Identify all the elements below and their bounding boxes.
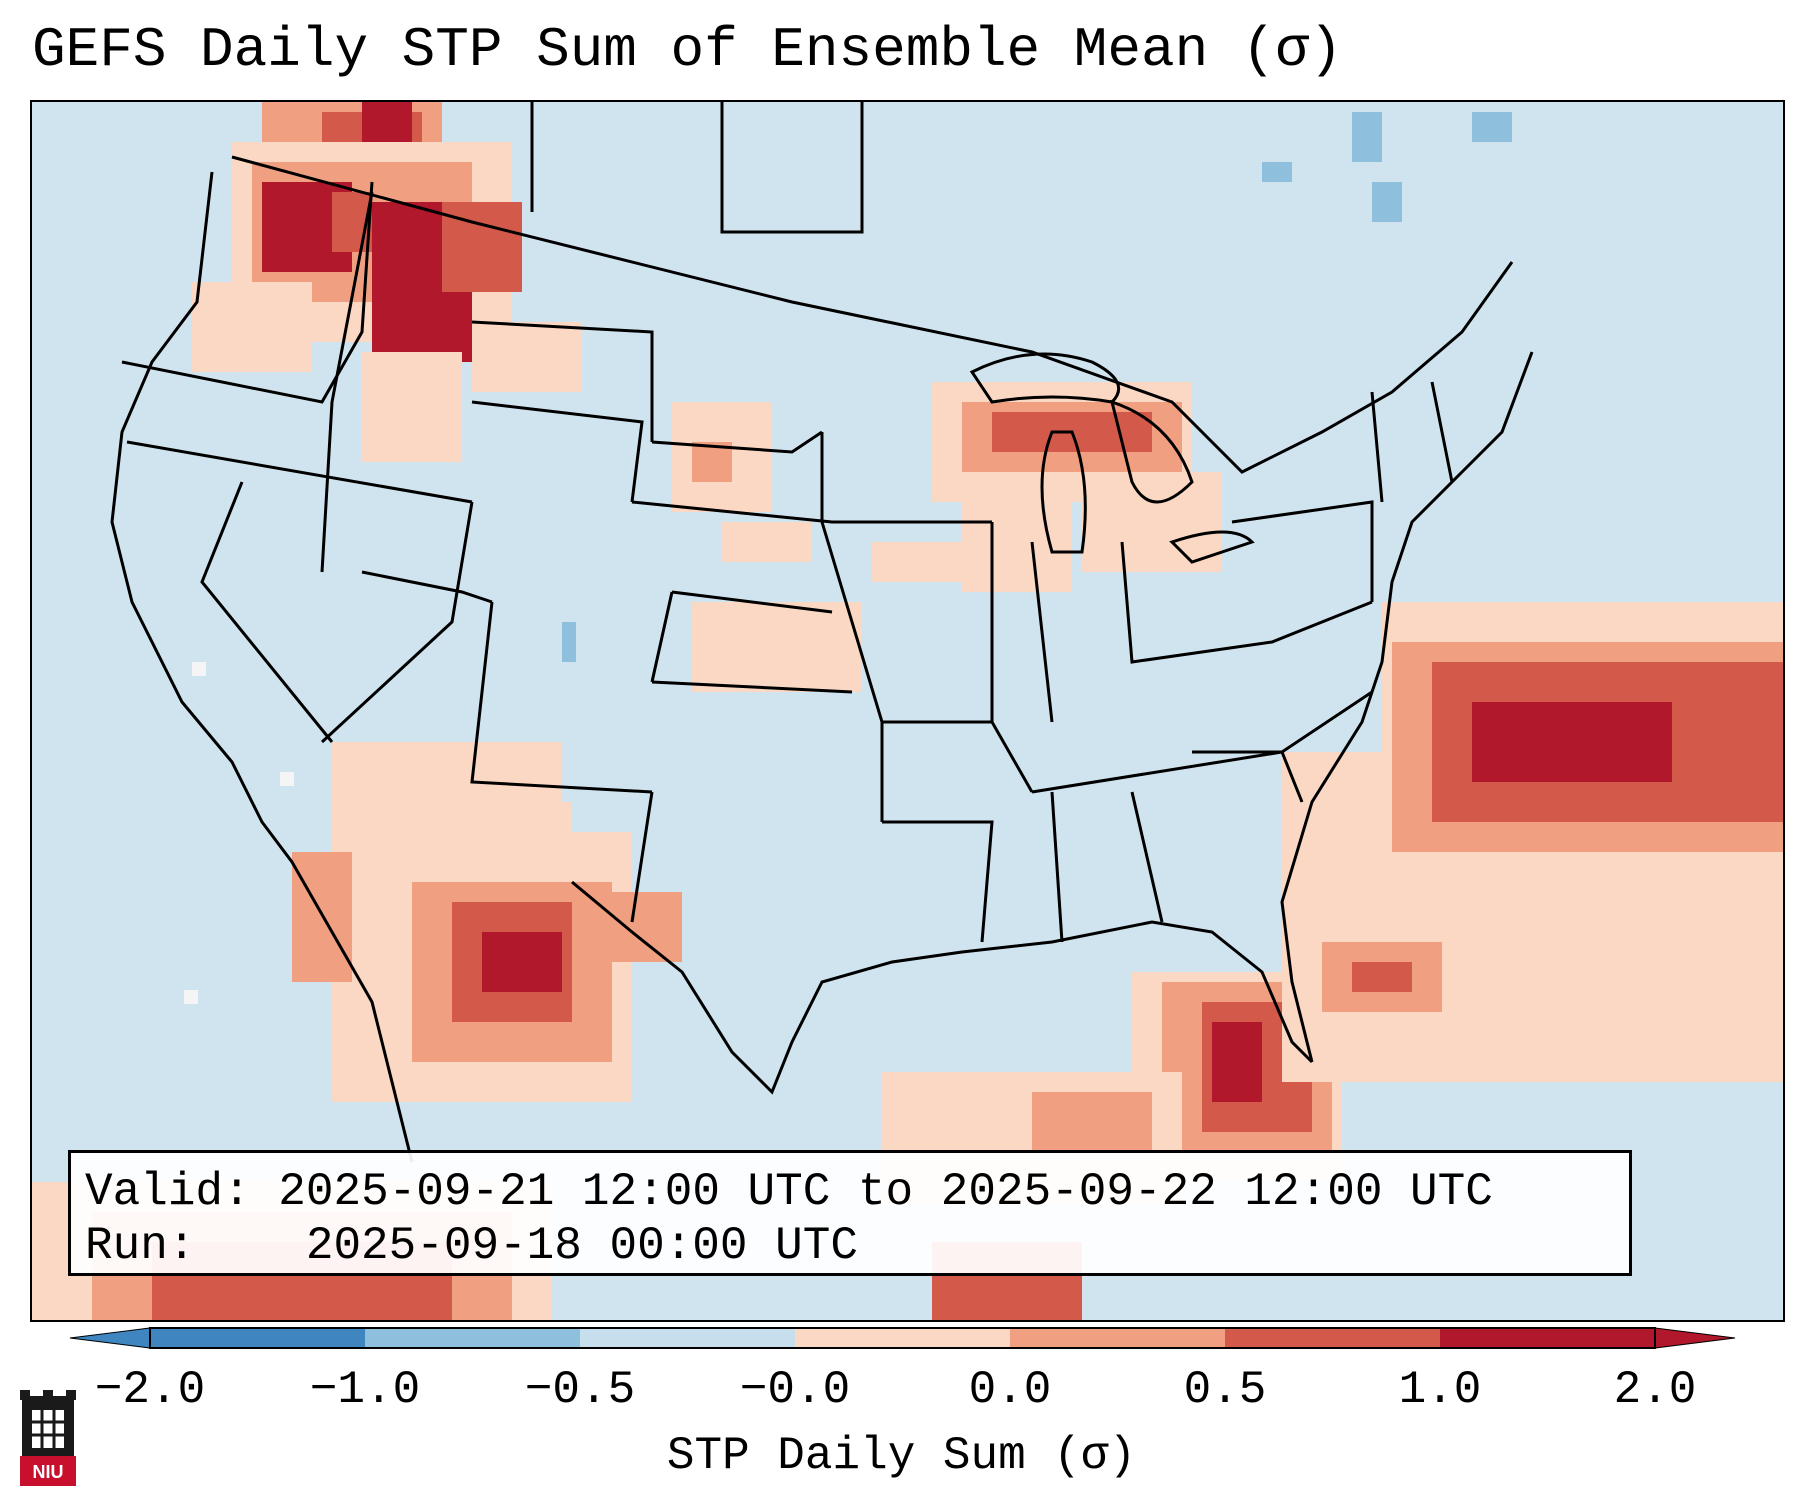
colorbar-label: STP Daily Sum (σ) <box>666 1430 1137 1482</box>
colorbar-segment <box>1225 1328 1440 1348</box>
colorbar-segment <box>150 1328 365 1348</box>
colorbar-tick: 1.0 <box>1398 1364 1482 1416</box>
map-panel[interactable] <box>30 100 1785 1322</box>
run-value: 2025-09-18 00:00 UTC <box>305 1220 858 1272</box>
map-title: GEFS Daily STP Sum of Ensemble Mean (σ) <box>32 18 1343 82</box>
logo-text: NIU <box>33 1462 64 1482</box>
great-lakes <box>969 352 1255 564</box>
valid-label: Valid: <box>85 1166 251 1218</box>
colorbar <box>60 1318 1760 1448</box>
colorbar-tick: 2.0 <box>1613 1364 1697 1416</box>
state-borders <box>110 102 1534 1163</box>
valid-run-info-box: Valid: 2025-09-21 12:00 UTC to 2025-09-2… <box>68 1150 1632 1276</box>
colorbar-segment <box>1010 1328 1225 1348</box>
colorbar-bar <box>69 1327 1736 1349</box>
colorbar-tick: −0.0 <box>739 1364 851 1416</box>
colorbar-extend-low <box>69 1327 151 1349</box>
niu-logo: NIU <box>20 1390 76 1486</box>
colorbar-segment <box>365 1328 580 1348</box>
colorbar-tick: 0.0 <box>968 1364 1052 1416</box>
colorbar-tick: −0.5 <box>524 1364 636 1416</box>
colorbar-segment <box>795 1328 1010 1348</box>
colorbar-tick: −1.0 <box>309 1364 421 1416</box>
map-canvas[interactable] <box>32 102 1783 1320</box>
run-label: Run: <box>85 1220 196 1272</box>
colorbar-tick: 0.5 <box>1183 1364 1267 1416</box>
colorbar-outline <box>149 1327 1656 1349</box>
colorbar-extend-high <box>1654 1327 1736 1349</box>
colorbar-segment <box>1440 1328 1655 1348</box>
colorbar-segment <box>580 1328 795 1348</box>
colorbar-tick: −2.0 <box>94 1364 206 1416</box>
valid-value: 2025-09-21 12:00 UTC to 2025-09-22 12:00… <box>278 1166 1493 1218</box>
